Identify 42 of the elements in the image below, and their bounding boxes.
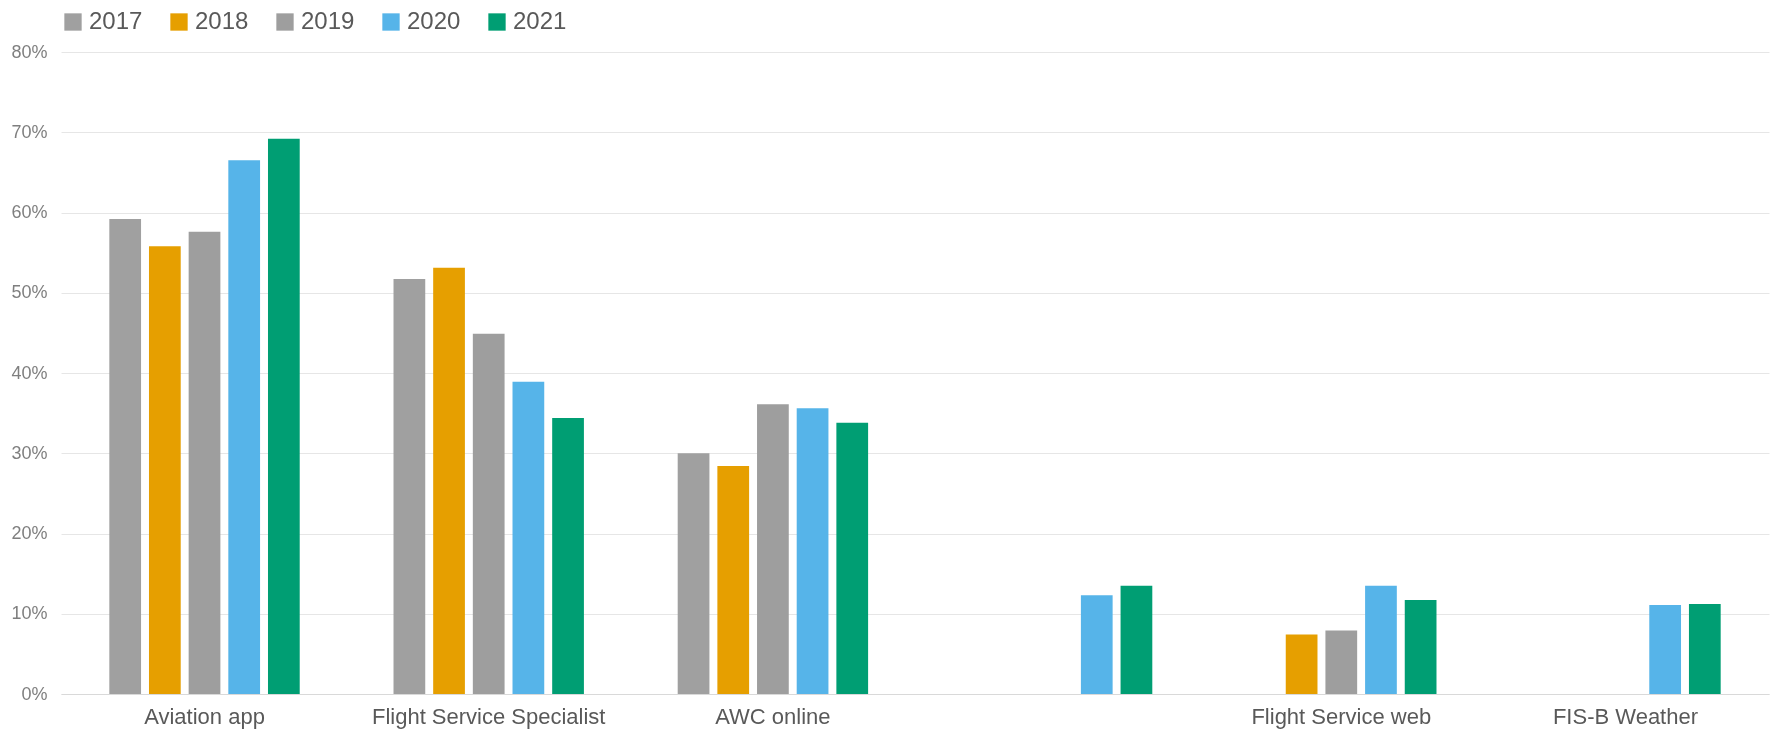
legend-label: 2020 <box>407 7 461 34</box>
legend-label: 2017 <box>89 7 143 34</box>
y-tick-label: 80% <box>11 41 48 62</box>
bar <box>1120 585 1153 694</box>
bar <box>1285 634 1318 694</box>
bar <box>512 381 545 694</box>
bar <box>1688 604 1721 694</box>
bar <box>1325 630 1358 694</box>
y-tick-label: 40% <box>11 362 48 383</box>
bar <box>1365 585 1397 694</box>
legend-label: 2021 <box>513 7 567 34</box>
y-tick-label: 50% <box>11 282 48 303</box>
bar <box>1080 595 1113 694</box>
y-tick-label: 60% <box>11 202 48 222</box>
bar <box>148 246 181 694</box>
x-tick-label: FIS-B Weather <box>1552 703 1699 729</box>
bar <box>267 138 300 694</box>
bar <box>757 404 789 694</box>
y-tick-label: 70% <box>11 121 48 142</box>
bar <box>677 453 710 694</box>
bar <box>1649 604 1682 694</box>
x-tick-label: AWC online <box>715 703 831 729</box>
x-tick-label: Flight Service Specialist <box>371 703 606 729</box>
bar <box>228 160 261 694</box>
bar <box>552 417 584 694</box>
bar <box>717 466 750 694</box>
y-tick-label: 10% <box>11 603 48 624</box>
bar <box>393 279 426 694</box>
y-tick-label: 0% <box>21 683 48 704</box>
legend-label: 2019 <box>301 7 355 34</box>
bar <box>1404 600 1437 694</box>
bar <box>472 333 505 694</box>
legend-label: 2018 <box>195 7 249 34</box>
bar <box>796 408 829 694</box>
bar <box>433 267 465 694</box>
y-tick-label: 30% <box>11 442 48 463</box>
bar <box>188 231 221 694</box>
bar <box>109 218 142 694</box>
x-tick-label: Flight Service web <box>1251 703 1432 729</box>
y-tick-label: 20% <box>11 523 48 543</box>
x-tick-label: Aviation app <box>144 703 265 729</box>
bar <box>836 422 869 694</box>
